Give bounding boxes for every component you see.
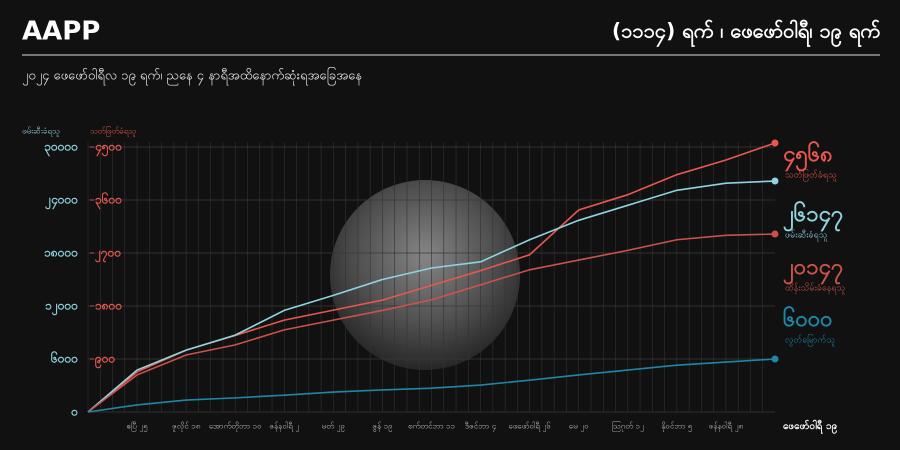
series-line <box>87 233 776 413</box>
y-tick-label: ၀ <box>70 405 78 419</box>
y-tick-label: ၁၈၀၀၀ <box>44 246 78 260</box>
x-tick-label: ဩဂုတ် ၁၂ <box>612 421 644 433</box>
end-dot <box>771 230 779 238</box>
legend-label: သတ်ဖြတ်ခံရသူ <box>785 169 837 182</box>
end-dot <box>771 355 779 363</box>
y2-tick-label: ၉၀၀ <box>94 352 116 370</box>
legend-label: ဖမ်းဆီးခံရသူ <box>785 230 828 242</box>
x-tick-label: ဇန်နဝါရီ ၂၈ <box>709 421 744 433</box>
y2-tick-label: ၂၇၀၀ <box>94 246 121 264</box>
y-tick-label: ၁၂၀၀၀ <box>45 299 78 317</box>
legend-label: ထိန်းသိမ်းခံနေရသူ <box>785 283 846 295</box>
y2-tick-label: ၄၅၀၀ <box>94 140 122 158</box>
x-tick-label: ဖေဖော်ဝါရီ ၂၆ <box>508 421 551 433</box>
x-tick-label: ဇန်နဝါရီ ၂ <box>269 421 299 433</box>
end-dot <box>771 177 779 185</box>
y2-tick-label: ၁၈၀၀ <box>95 299 122 313</box>
x-tick-label: ဇူလိုင် ၁၈ <box>172 421 200 433</box>
subtitle: ၂၀၂၄ ဖေဖော်ဝါရီလ ၁၉ ရက်၊ ညနေ ၄ နာရီအထိနေ… <box>22 67 362 86</box>
brand: AAPP <box>22 17 100 47</box>
x-tick-label: ဧပြီ ၂၅ <box>126 421 147 433</box>
end-value-label: ၂၆၁၄၇ <box>783 200 843 232</box>
x-tick-label: ဇွန် ၁၉ <box>372 421 392 433</box>
y-tick-label: ၂၄၀၀၀ <box>44 193 78 211</box>
y-axis-label: ဖမ်းဆီးခံရသူ <box>22 126 60 138</box>
x-tick-label: ဖေဖော်ဝါရီ ၁၉ <box>783 419 837 435</box>
portrait <box>330 180 520 370</box>
x-tick-label: အောက်တိုဘာ ၁၀ <box>209 421 262 433</box>
x-tick-label: မေ ၂၀ <box>569 422 589 433</box>
x-tick-label: စက်တင်ဘာ ၁၁ <box>408 421 455 431</box>
end-value-label: ၆၀၀၀ <box>783 305 833 332</box>
legend-label: လွတ်မြောက်သူ <box>785 334 835 347</box>
x-tick-label: ဒီဇင်ဘာ ၄ <box>465 421 496 433</box>
x-tick-label: နိုဝင်ဘာ ၅ <box>661 421 692 433</box>
end-value-label: ၄၅၆၈ <box>783 140 833 172</box>
y-tick-label: ၃၀၀၀၀ <box>44 140 78 158</box>
series-line <box>87 358 776 413</box>
y2-axis-label: သတ်ဖြတ်ခံရသူ <box>90 126 136 138</box>
series-line <box>87 180 776 413</box>
end-dot <box>771 139 779 147</box>
y-tick-label: ၆၀၀၀ <box>50 350 78 366</box>
y2-tick-label: ၃၆၀၀ <box>95 191 122 211</box>
x-tick-label: မတ် ၂၉ <box>322 421 345 433</box>
